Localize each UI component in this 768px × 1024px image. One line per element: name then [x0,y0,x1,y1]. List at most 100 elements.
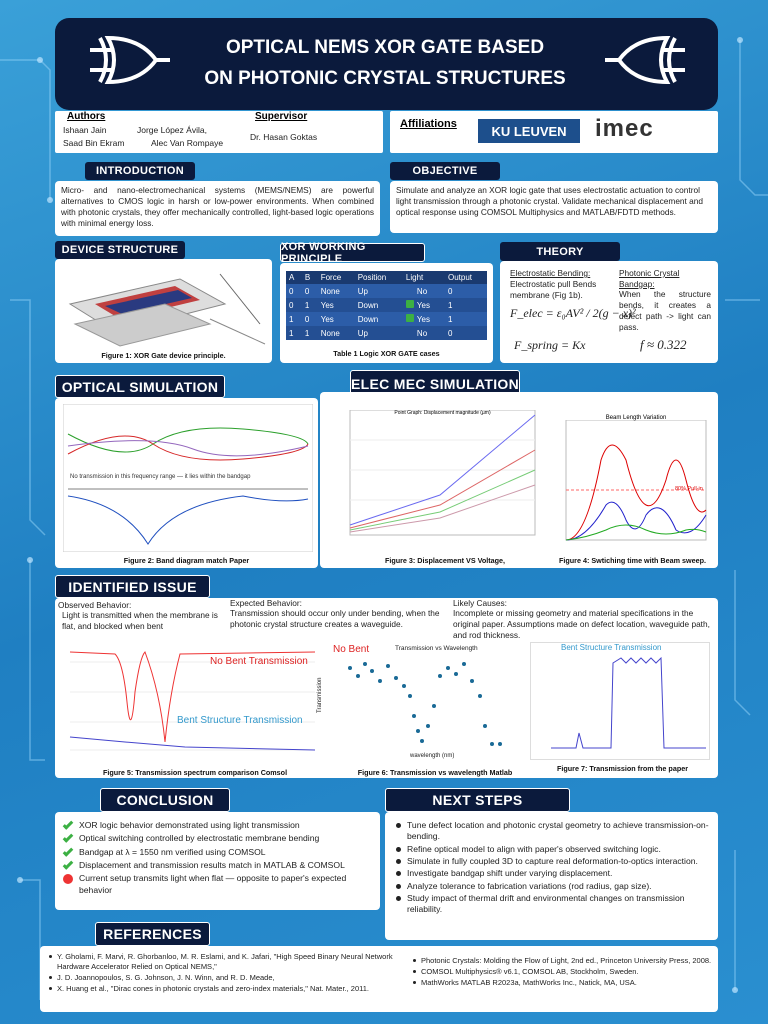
conclusion-text: XOR logic behavior demonstrated using li… [79,820,300,830]
reference-item: X. Huang et al., "Dirac cones in photoni… [48,984,403,994]
axis-label: wavelength (nm) [410,753,455,759]
table-cell: 0 [444,284,487,298]
bullet [49,955,52,958]
issue-text: Incomplete or missing geometry and mater… [453,608,710,640]
affiliations-heading: Affiliations [400,118,457,130]
table-cell: 1 [286,312,302,326]
table-box: A B Force Position Light Output 0 0 None Up No 0 0 1 Y… [280,263,493,363]
reference-text: J. D. Joannopoulos, S. G. Johnson, J. N.… [57,972,275,982]
cell-text: 1 [289,328,294,338]
reference-item: J. D. Joannopoulos, S. G. Johnson, J. N.… [48,973,403,983]
bullet-icon [396,823,401,828]
cell-text: 1 [447,314,453,324]
section-heading: OPTICAL SIMULATION [55,375,225,398]
figure-title: Beam Length Variation [605,415,667,421]
table-cell: 1 [301,326,318,340]
bullet [49,975,52,979]
references-list: Y. Gholami, F. Marvi, R. Ghorbanloo, M. … [48,952,403,995]
next-step-text: Simulate in fully coupled 3D to capture … [407,856,698,867]
displacement-plot [349,410,536,536]
introduction-text: Micro- and nano-electromechanical system… [55,181,380,236]
cell-text: Yes [320,314,334,324]
cell-text: None [320,328,340,338]
issue-text: Transmission should occur only under ben… [230,608,440,629]
table-header-cell: Output [444,271,487,284]
table-cell: 0 [301,284,318,298]
section-heading: CONCLUSION [100,788,230,812]
table-cell: 1 [444,312,487,326]
section-heading: OBJECTIVE [390,162,500,180]
table-header-cell: Position [354,271,403,284]
table-row: 1 1 None Up No 0 [286,326,487,340]
reference-text: Y. Gholami, F. Marvi, R. Ghorbanloo, M. … [57,952,393,971]
table-header-cell: Force [317,271,355,284]
theory-text: Electrostatic pull Bends membrane (Fig 1… [510,279,597,300]
table-row: 0 0 None Up No 0 [286,284,487,298]
bullet-icon [396,871,401,877]
table-cell: Down [354,312,403,326]
cell-text: 1 [289,314,294,324]
equation: F_spring = Kx [514,338,586,352]
cell-text: 0 [304,286,310,296]
next-step-item: Investigate bandgap shift under varying … [393,868,710,879]
reference-text: Photonic Crystals: Molding the Flow of L… [421,956,712,965]
table-cell: Yes [402,298,445,312]
figure-caption: Figure 6: Transmission vs wavelength Mat… [357,768,513,777]
switching-plot [565,420,707,541]
bullet-icon [396,883,401,889]
reference-item: Photonic Crystals: Molding the Flow of L… [412,956,712,966]
section-heading: INTRODUCTION [85,162,195,180]
section-heading: NEXT STEPS [385,788,570,812]
theory-heading: Photonic Crystal Bandgap: [619,268,680,289]
table-cell: Yes [402,312,445,326]
section-heading: XOR WORKING PRINCIPLE [280,241,425,265]
conclusion-item: Displacement and transmission results ma… [62,859,372,871]
check-icon [405,314,414,322]
figure-annotation: No Bent [333,644,370,655]
equation: f ≈ 0.322 [640,337,687,352]
xor-table-grid: A B Force Position Light Output 0 0 None Up No 0 0 1 Y… [286,271,487,340]
bullet [49,986,52,990]
bullet-icon [396,846,401,852]
table-cell: 1 [444,298,487,312]
supervisor-name: Dr. Hasan Goktas [250,132,318,142]
section-heading: IDENTIFIED ISSUE [55,575,210,598]
figure-caption: Figure 7: Transmission from the paper [557,764,688,773]
theory-heading: Electrostatic Bending: [510,268,591,278]
bullet [413,959,416,962]
table-cell: No [402,326,445,340]
table-cell: Up [354,284,403,298]
paper-spectrum: Bent Structure Transmission [530,642,710,760]
cell-text: 1 [447,300,453,310]
band-diagram [63,404,313,552]
cell-text: 0 [447,328,453,338]
cell-text: 1 [304,328,310,338]
figure-title: Bent Structure Transmission [561,643,662,652]
table-cell: None [317,284,355,298]
issue-heading: Expected Behavior: [230,598,302,608]
axis-label: Transmission [317,677,323,713]
table-cell: 0 [444,326,487,340]
xor-icon [605,35,685,85]
cell-text: Yes [416,315,430,324]
device-illustration [68,273,266,347]
section-heading: THEORY [500,242,620,261]
issue-heading: Likely Causes: [453,598,507,608]
reference-text: X. Huang et al., "Dirac cones in photoni… [57,983,370,993]
cell-text: No [416,287,428,296]
table-cell: 1 [286,326,302,340]
next-step-text: Analyze tolerance to fabrication variati… [407,880,652,891]
title-line: OPTICAL NEMS XOR GATE BASED [225,37,545,58]
table-cell: 0 [301,312,318,326]
theory-text: When the structure bends, it creates a d… [619,289,711,332]
table-cell: 0 [286,298,302,312]
table-header-cell: A [286,271,302,284]
conclusion-item: Current setup transmits light when flat … [63,873,372,896]
title-line: ON PHOTONIC CRYSTAL STRUCTURES [204,68,566,89]
conclusion-text: Displacement and transmission results ma… [79,860,345,871]
issue-text: Light is transmitted when the membrane i… [62,610,218,631]
table-cell: Yes [317,312,355,326]
table-row: 0 1 Yes Down Yes 1 [286,298,487,312]
